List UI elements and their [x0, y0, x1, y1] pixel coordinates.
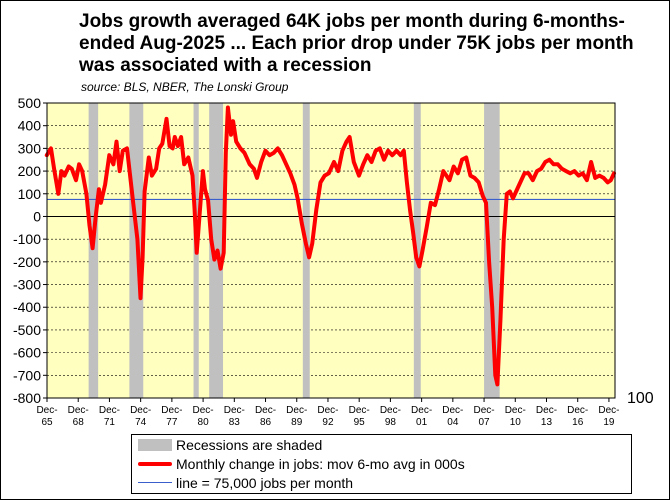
x-tick-label: Dec- — [193, 405, 214, 416]
y-tick-label: 500 — [18, 95, 42, 111]
x-tick-label: 65 — [41, 417, 53, 428]
y-tick-label: 0 — [33, 208, 41, 224]
y-tick-label: -500 — [13, 322, 41, 338]
secondary-axis-label: 100 — [627, 390, 654, 407]
x-tick-label: 10 — [510, 417, 522, 428]
x-tick-label: 04 — [447, 417, 459, 428]
x-tick-label: Dec- — [442, 405, 463, 416]
chart-title: Jobs growth averaged 64K jobs per month … — [79, 11, 634, 76]
x-tick-label: Dec- — [380, 405, 401, 416]
x-tick-label: Dec- — [36, 405, 57, 416]
legend-label-threshold: line = 75,000 jobs per month — [176, 475, 354, 491]
series-line-jobs — [44, 105, 616, 387]
x-tick-label: 92 — [322, 417, 334, 428]
y-tick-label: -300 — [13, 277, 41, 293]
chart-source: source: BLS, NBER, The Lonski Group — [81, 80, 289, 94]
y-tick-label: -600 — [13, 345, 41, 361]
legend-label-recession: Recessions are shaded — [176, 437, 323, 453]
x-tick-label: 98 — [385, 417, 397, 428]
x-tick-label: 07 — [478, 417, 490, 428]
x-tick-label: Dec- — [349, 405, 370, 416]
y-axis: 500 400 300 200 100 0 -100 -200 -300 -400 -500 -600… — [13, 95, 47, 406]
x-tick-label: Dec- — [286, 405, 307, 416]
x-tick-label: 16 — [572, 417, 584, 428]
y-tick-label: -400 — [13, 299, 41, 315]
x-tick-label: 71 — [104, 417, 116, 428]
x-tick-label: Dec- — [411, 405, 432, 416]
y-tick-label: 400 — [18, 118, 42, 134]
legend-label-series: Monthly change in jobs: mov 6-mo avg in … — [176, 456, 465, 472]
x-tick-label: Dec- — [130, 405, 151, 416]
x-tick-label: Dec- — [68, 405, 89, 416]
x-tick-label: Dec- — [224, 405, 245, 416]
legend-swatch-series — [138, 462, 172, 466]
y-tick-label: 100 — [18, 186, 42, 202]
recession-band — [484, 103, 500, 398]
legend: Recessions are shaded Monthly change in … — [131, 434, 632, 494]
x-tick-label: Dec- — [505, 405, 526, 416]
y-tick-label: 200 — [18, 163, 42, 179]
legend-item-threshold: line = 75,000 jobs per month — [132, 474, 631, 492]
x-tick-label: Dec- — [255, 405, 276, 416]
x-tick-label: Dec- — [99, 405, 120, 416]
legend-swatch-threshold — [138, 482, 172, 483]
x-tick-label: 80 — [198, 417, 210, 428]
x-tick-label: Dec- — [473, 405, 494, 416]
x-tick-label: Dec- — [317, 405, 338, 416]
plot-border — [46, 102, 616, 399]
y-tick-label: -200 — [13, 254, 41, 270]
x-tick-label: Dec- — [161, 405, 182, 416]
x-axis: Dec-65Dec-68Dec-71Dec-74Dec-77Dec-80Dec-… — [36, 398, 619, 428]
y-tick-label: -800 — [13, 390, 41, 406]
x-tick-label: Dec- — [598, 405, 619, 416]
x-tick-label: 13 — [541, 417, 553, 428]
x-tick-label: 68 — [73, 417, 85, 428]
x-tick-label: 01 — [416, 417, 428, 428]
x-tick-label: 89 — [291, 417, 303, 428]
y-tick-label: -700 — [13, 367, 41, 383]
recession-band — [88, 103, 99, 398]
y-tick-label: -100 — [13, 231, 41, 247]
x-tick-label: Dec- — [567, 405, 588, 416]
x-tick-label: 19 — [603, 417, 615, 428]
legend-swatch-recession — [138, 439, 172, 451]
legend-item-recession: Recessions are shaded — [132, 436, 631, 454]
legend-item-series: Monthly change in jobs: mov 6-mo avg in … — [132, 455, 631, 473]
x-tick-label: 83 — [229, 417, 241, 428]
x-tick-label: 86 — [260, 417, 272, 428]
x-tick-label: 95 — [354, 417, 366, 428]
y-tick-label: 300 — [18, 140, 42, 156]
x-tick-label: 77 — [166, 417, 178, 428]
x-tick-label: Dec- — [536, 405, 557, 416]
x-tick-label: 74 — [135, 417, 147, 428]
